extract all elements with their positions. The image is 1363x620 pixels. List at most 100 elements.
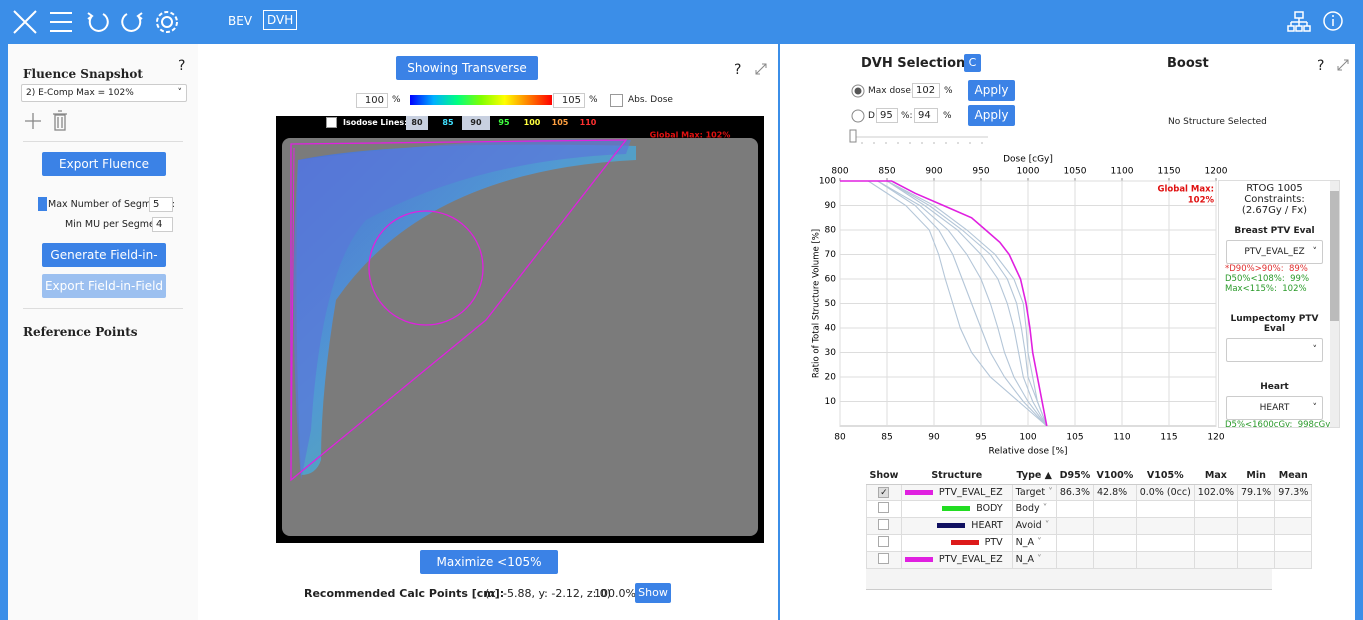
dvh-curve [840, 180, 1048, 427]
group-select[interactable]: PTV_EVAL_EZ ˅ [1226, 240, 1323, 264]
isodose-level: 80 [406, 116, 428, 130]
isodose-level: 100 [518, 116, 546, 130]
structure-name: BODY [976, 503, 1003, 514]
y-tick-label: 70 [825, 250, 837, 260]
constraints-panel: RTOG 1005 Constraints: (2.67Gy / Fx) Breas… [1218, 180, 1340, 428]
divider [23, 308, 183, 309]
dvh-curve [886, 180, 1048, 427]
right-panel: DVH Selection C Boost ? Max dose: 102 % … [780, 44, 1355, 620]
show-checkbox[interactable] [878, 535, 890, 547]
metric-cell [1237, 516, 1276, 535]
toggle[interactable] [38, 197, 47, 211]
show-button[interactable]: Show [635, 583, 671, 603]
min-mu-input[interactable]: 4 [152, 217, 173, 232]
d-result: 94 [914, 108, 938, 123]
table-row: HEART Avoid ˅ [866, 516, 1313, 535]
show-cell: ✓ [866, 483, 902, 501]
range-min-input[interactable]: 100 [356, 93, 388, 108]
label: Max Number of Segments: [48, 199, 175, 210]
toolbar-icons[interactable] [0, 0, 200, 42]
radio[interactable] [851, 109, 865, 123]
metric-cell [1055, 516, 1095, 535]
dvh-curve [867, 180, 1048, 427]
type-cell[interactable]: N_A ˅ [1011, 550, 1057, 569]
type-cell[interactable]: Avoid ˅ [1011, 516, 1057, 535]
metric-cell: 79.1% [1237, 483, 1276, 501]
apply-button[interactable]: Apply [968, 80, 1015, 101]
unit: % [943, 111, 952, 121]
table: Show Structure Type ▲ D95% V100% V105% Max Min M… [866, 468, 1313, 569]
max-dose-input[interactable]: 102 [912, 83, 940, 98]
group-select[interactable]: HEART ˅ [1226, 396, 1323, 420]
help[interactable]: ? [178, 58, 186, 74]
toolbar: BEV DVH [0, 0, 1363, 42]
column-header: Min [1237, 468, 1275, 485]
show-checkbox[interactable] [878, 552, 890, 564]
help[interactable]: ? [734, 62, 742, 78]
table-row: ✓ PTV_EVAL_EZ Target ˅ 86.3% 42.8% 0.0% (0cc)… [866, 483, 1313, 501]
show-cell [866, 516, 902, 535]
slider[interactable] [848, 128, 998, 148]
isodose-level: 85 [434, 116, 462, 130]
x2-tick-label: 1150 [1158, 167, 1181, 177]
apply-button[interactable]: Apply [968, 105, 1015, 126]
y-tick-label: 50 [825, 299, 837, 309]
metric-cell [1135, 516, 1195, 535]
group-select[interactable]: ˅ [1226, 338, 1323, 362]
x-tick-label: 120 [1207, 433, 1224, 443]
tab[interactable]: BEV [228, 14, 253, 28]
add-delete-icons[interactable] [23, 108, 73, 134]
snapshot-select[interactable]: 2) E-Comp Max = 102% ˅ [21, 84, 187, 102]
max-segments-input[interactable]: 5 [149, 197, 173, 212]
toolbar-right-icons[interactable] [1285, 0, 1355, 42]
global-max-value: 102% [1188, 196, 1215, 206]
maximize-button[interactable]: Maximize <105% Dose [420, 550, 558, 593]
generate-fif-button[interactable]: Generate Field-in-Field [42, 243, 166, 286]
type-cell[interactable]: N_A ˅ [1011, 533, 1057, 552]
title-button[interactable]: C [964, 54, 981, 72]
isodose-level: 90 [462, 116, 490, 130]
export-fif-button[interactable]: Export Field-in-Field [42, 274, 166, 298]
structure-color [937, 523, 966, 528]
show-checkbox[interactable] [878, 501, 890, 513]
d-input[interactable]: 95 [876, 108, 898, 123]
structure-name: PTV [984, 537, 1003, 548]
type-cell[interactable]: Target ˅ [1011, 483, 1057, 501]
metric-cell [1274, 516, 1313, 535]
metric-cell [1237, 499, 1276, 518]
structure-cell: PTV_EVAL_EZ [900, 483, 1013, 501]
tab[interactable]: DVH [263, 10, 298, 30]
show-checkbox[interactable] [878, 518, 890, 530]
view-button[interactable]: Showing Transverse View [396, 56, 538, 99]
structure-cell: PTV_EVAL_EZ [900, 550, 1013, 569]
select-text: 2) E-Comp Max = 102% [26, 88, 134, 98]
fluence-view: Isodose Lines: 80 85 90 95 100 105 110 Global … [276, 116, 764, 543]
label: Max dose: [868, 86, 914, 96]
abs-dose-checkbox[interactable] [610, 94, 623, 107]
expand-icon[interactable] [1336, 58, 1350, 72]
structure-cell: HEART [900, 516, 1013, 535]
x-tick-label: 115 [1160, 433, 1177, 443]
structure-name: HEART [971, 520, 1003, 531]
metric-value: 102.0% [1197, 486, 1235, 498]
help[interactable]: ? [1317, 58, 1325, 74]
export-fluence-button[interactable]: Export Fluence [42, 152, 166, 176]
group-title: Lumpectomy PTV Eval [1230, 314, 1319, 334]
expand-icon[interactable] [754, 62, 768, 76]
show-checkbox[interactable]: ✓ [878, 486, 890, 498]
y-tick-label: 20 [825, 373, 837, 383]
scrollbar[interactable] [1330, 181, 1339, 427]
isodose-checkbox[interactable] [326, 117, 337, 128]
metric-value: 97.3% [1278, 486, 1309, 498]
center-panel: Showing Transverse View ? 100 % 105 % Ab… [198, 44, 778, 620]
range-max-input[interactable]: 105 [553, 93, 585, 108]
type-cell[interactable]: Body ˅ [1011, 499, 1057, 518]
unit: %: [901, 111, 913, 121]
table-row: PTV_EVAL_EZ N_A ˅ [866, 550, 1313, 569]
constraints-content: RTOG 1005 Constraints: (2.67Gy / Fx) Breas… [1219, 181, 1339, 427]
constraint-item: Max<115%: 102% [1225, 284, 1307, 294]
structure-name: PTV_EVAL_EZ [938, 554, 1003, 565]
metric-cell [1274, 499, 1313, 518]
x-tick-label: 80 [834, 433, 846, 443]
radio[interactable] [851, 84, 865, 98]
